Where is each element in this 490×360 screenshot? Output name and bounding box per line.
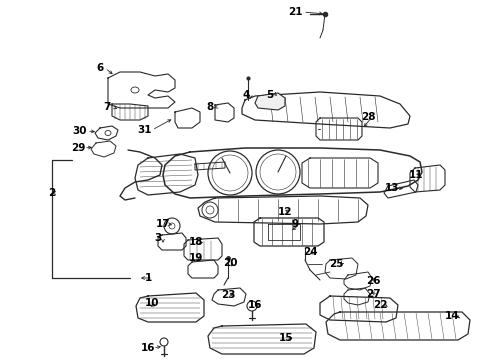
Text: 8: 8 (206, 102, 214, 112)
Text: 30: 30 (73, 126, 87, 136)
Text: 16: 16 (141, 343, 155, 353)
Text: 5: 5 (267, 90, 273, 100)
Text: 7: 7 (103, 102, 111, 112)
Text: 19: 19 (189, 253, 203, 263)
Text: 12: 12 (278, 207, 292, 217)
Text: 20: 20 (223, 258, 237, 268)
Text: 26: 26 (366, 276, 380, 286)
Polygon shape (255, 93, 285, 110)
Text: 1: 1 (145, 273, 151, 283)
Text: 25: 25 (329, 259, 343, 269)
Text: 14: 14 (445, 311, 459, 321)
Text: 18: 18 (189, 237, 203, 247)
Text: 10: 10 (145, 298, 159, 308)
Text: 28: 28 (361, 112, 375, 122)
Text: 16: 16 (248, 300, 262, 310)
Text: 23: 23 (221, 290, 235, 300)
Text: 31: 31 (138, 125, 152, 135)
Text: 9: 9 (292, 219, 298, 229)
Text: 11: 11 (409, 170, 423, 180)
Text: 6: 6 (97, 63, 103, 73)
Text: 3: 3 (154, 233, 162, 243)
Text: 27: 27 (366, 289, 380, 299)
Text: 17: 17 (156, 219, 171, 229)
Text: 13: 13 (385, 183, 399, 193)
Text: 2: 2 (49, 188, 56, 198)
Text: 24: 24 (303, 247, 318, 257)
Text: 22: 22 (373, 300, 387, 310)
Text: 21: 21 (288, 7, 302, 17)
Text: 4: 4 (243, 90, 250, 100)
Text: 29: 29 (71, 143, 85, 153)
Text: 15: 15 (279, 333, 293, 343)
